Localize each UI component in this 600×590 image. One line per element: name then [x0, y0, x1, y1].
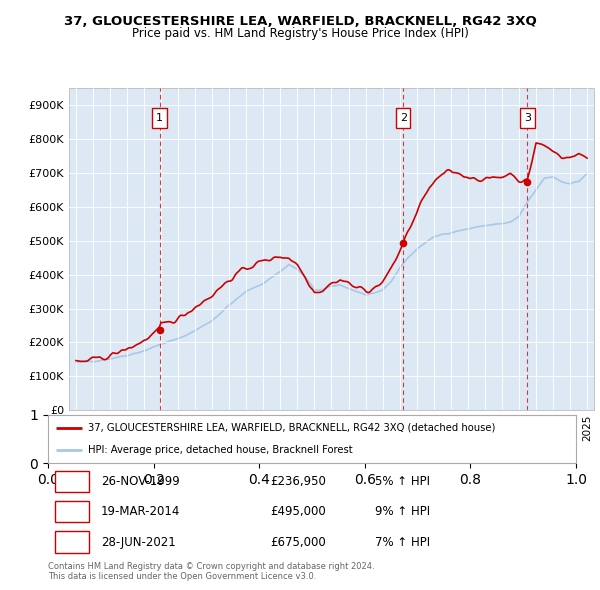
- Text: Price paid vs. HM Land Registry's House Price Index (HPI): Price paid vs. HM Land Registry's House …: [131, 27, 469, 40]
- Text: 2: 2: [400, 113, 407, 123]
- Text: 7% ↑ HPI: 7% ↑ HPI: [376, 536, 430, 549]
- Text: Contains HM Land Registry data © Crown copyright and database right 2024.: Contains HM Land Registry data © Crown c…: [48, 562, 374, 571]
- Text: 1: 1: [156, 113, 163, 123]
- Text: 26-NOV-1999: 26-NOV-1999: [101, 475, 179, 488]
- Text: 19-MAR-2014: 19-MAR-2014: [101, 505, 180, 519]
- Text: HPI: Average price, detached house, Bracknell Forest: HPI: Average price, detached house, Brac…: [88, 445, 352, 455]
- Text: This data is licensed under the Open Government Licence v3.0.: This data is licensed under the Open Gov…: [48, 572, 316, 581]
- Text: 1: 1: [68, 475, 76, 488]
- Text: 9% ↑ HPI: 9% ↑ HPI: [376, 505, 430, 519]
- FancyBboxPatch shape: [396, 109, 410, 128]
- FancyBboxPatch shape: [55, 532, 89, 552]
- Text: £236,950: £236,950: [270, 475, 326, 488]
- Text: 37, GLOUCESTERSHIRE LEA, WARFIELD, BRACKNELL, RG42 3XQ (detached house): 37, GLOUCESTERSHIRE LEA, WARFIELD, BRACK…: [88, 423, 495, 433]
- FancyBboxPatch shape: [520, 109, 535, 128]
- Text: £495,000: £495,000: [270, 505, 326, 519]
- FancyBboxPatch shape: [55, 502, 89, 522]
- FancyBboxPatch shape: [55, 471, 89, 492]
- Text: 3: 3: [68, 536, 76, 549]
- Text: 3: 3: [524, 113, 531, 123]
- Text: 2: 2: [68, 505, 76, 519]
- FancyBboxPatch shape: [152, 109, 167, 128]
- Text: 37, GLOUCESTERSHIRE LEA, WARFIELD, BRACKNELL, RG42 3XQ: 37, GLOUCESTERSHIRE LEA, WARFIELD, BRACK…: [64, 15, 536, 28]
- Text: 5% ↑ HPI: 5% ↑ HPI: [376, 475, 430, 488]
- Text: 28-JUN-2021: 28-JUN-2021: [101, 536, 176, 549]
- Text: £675,000: £675,000: [270, 536, 326, 549]
